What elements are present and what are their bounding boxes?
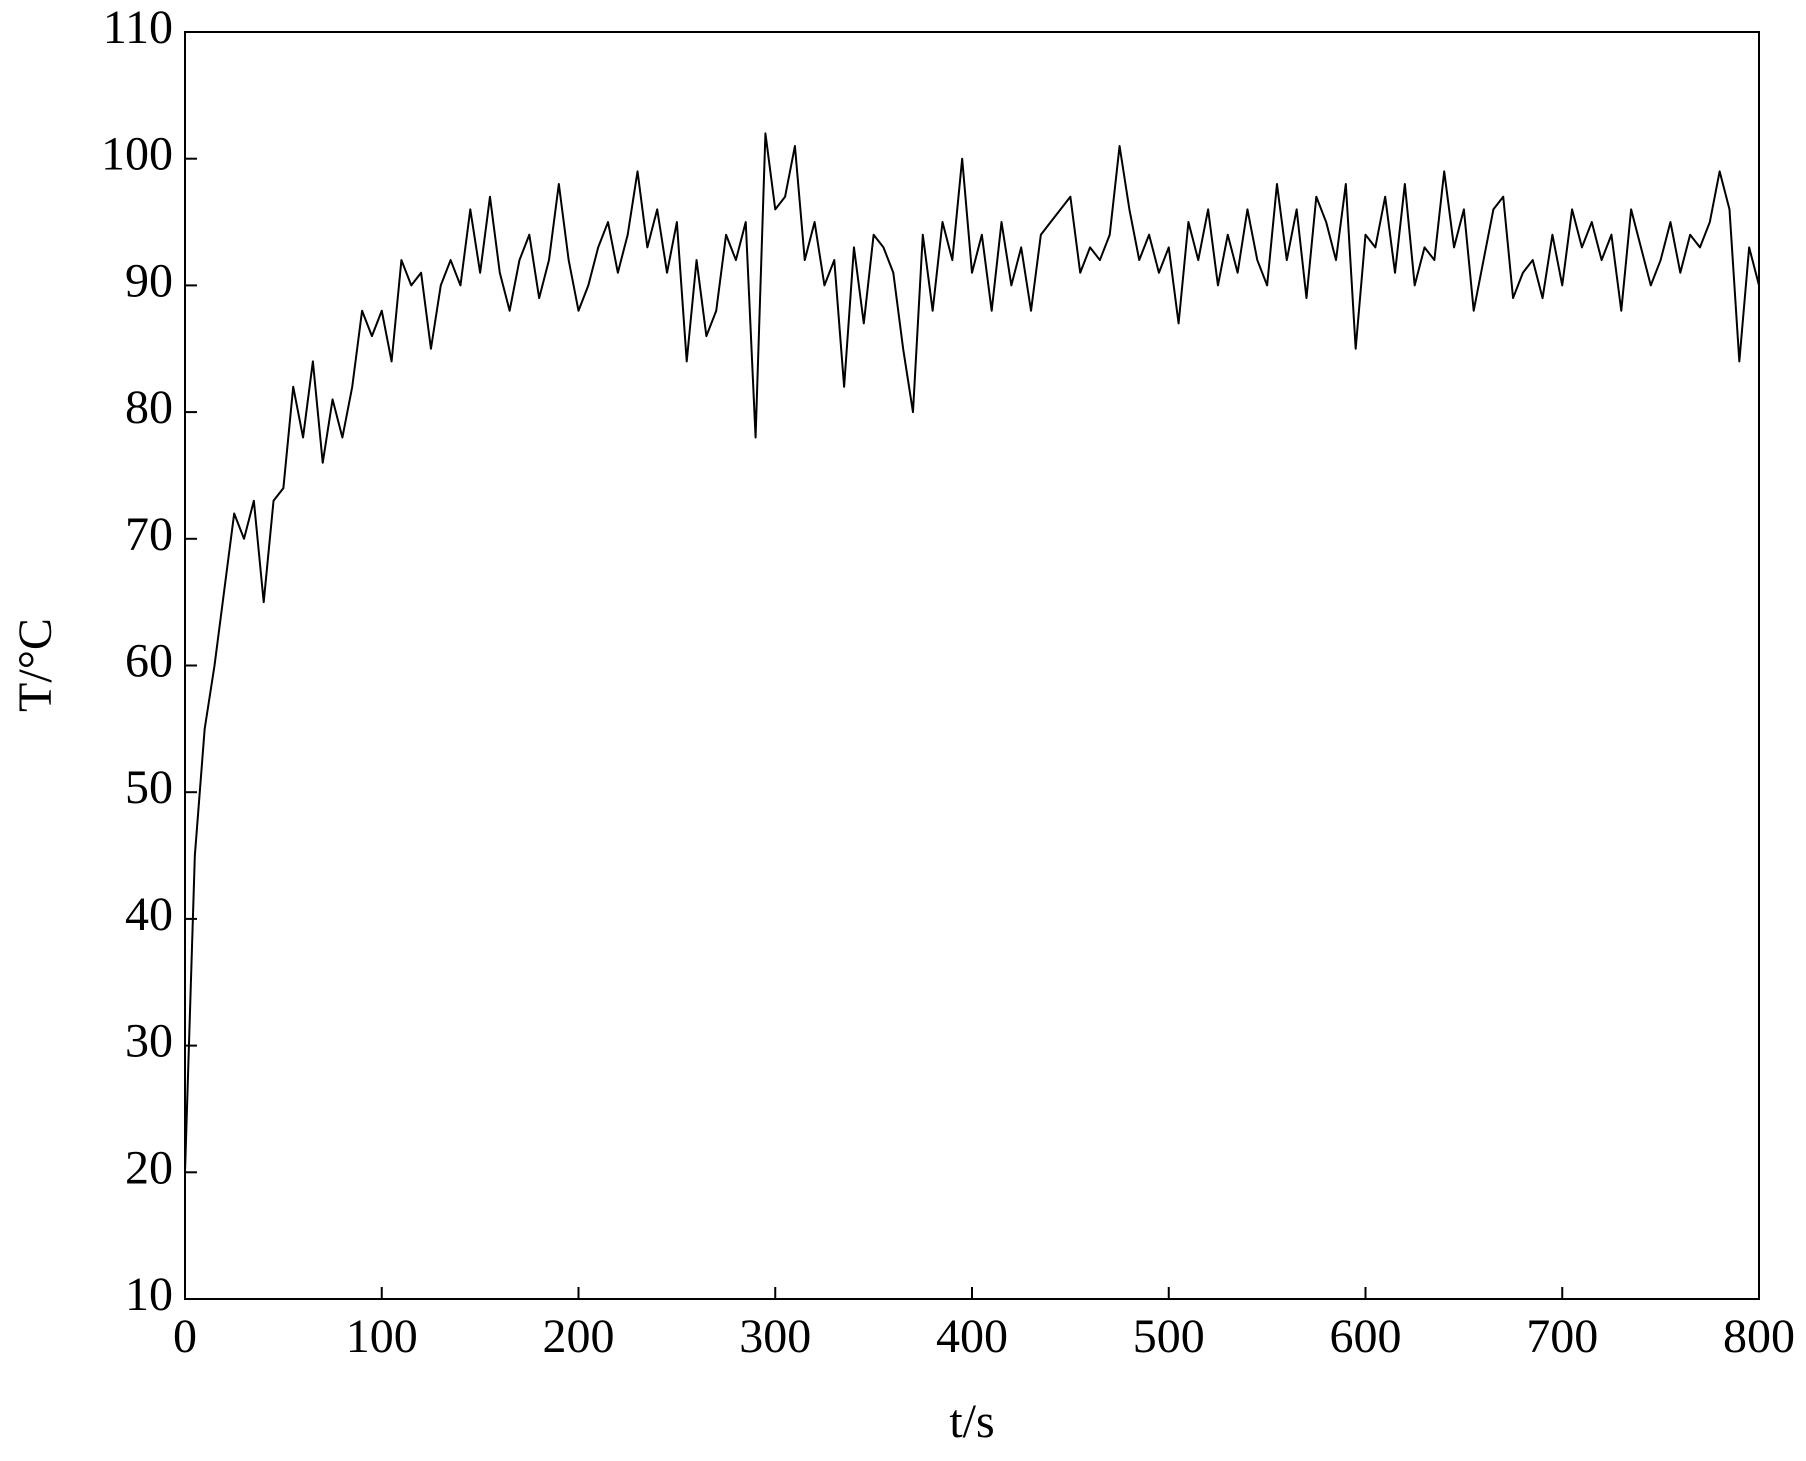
y-tick-label: 20 bbox=[125, 1141, 173, 1194]
y-tick-label: 80 bbox=[125, 381, 173, 434]
x-tick-label: 400 bbox=[936, 1310, 1008, 1363]
y-tick-label: 70 bbox=[125, 508, 173, 561]
x-tick-label: 200 bbox=[543, 1310, 615, 1363]
data-line bbox=[184, 132, 1760, 1173]
y-tick-label: 50 bbox=[125, 761, 173, 814]
x-tick-label: 0 bbox=[173, 1310, 197, 1363]
x-axis-label: t/s bbox=[949, 1395, 994, 1448]
y-tick-label: 40 bbox=[125, 888, 173, 941]
y-tick-label: 60 bbox=[125, 635, 173, 688]
x-tick-label: 100 bbox=[346, 1310, 418, 1363]
x-tick-label: 600 bbox=[1330, 1310, 1402, 1363]
x-tick-label: 300 bbox=[739, 1310, 811, 1363]
y-axis-label: T/°C bbox=[9, 618, 62, 712]
y-tick-label: 110 bbox=[103, 1, 173, 54]
x-tick-label: 500 bbox=[1133, 1310, 1205, 1363]
y-tick-label: 100 bbox=[101, 128, 173, 181]
y-tick-label: 90 bbox=[125, 254, 173, 307]
plot-frame bbox=[184, 31, 1760, 1300]
y-tick-label: 30 bbox=[125, 1015, 173, 1068]
y-tick-label: 10 bbox=[125, 1268, 173, 1321]
x-tick-label: 700 bbox=[1526, 1310, 1598, 1363]
x-tick-label: 800 bbox=[1723, 1310, 1795, 1363]
